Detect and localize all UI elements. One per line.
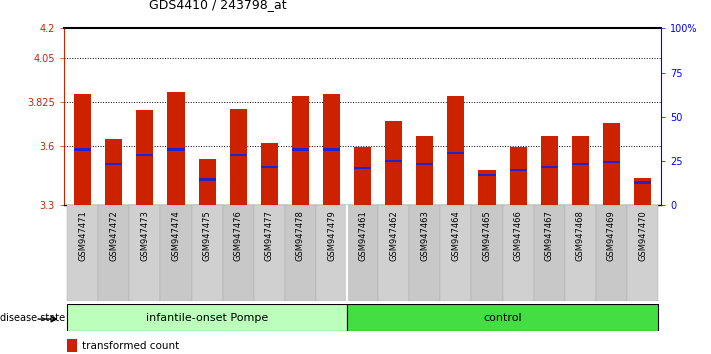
Bar — [378, 205, 410, 301]
Text: GSM947469: GSM947469 — [607, 210, 616, 261]
Bar — [596, 205, 627, 301]
Bar — [440, 205, 471, 301]
Bar — [634, 181, 651, 184]
Bar — [261, 166, 278, 168]
Bar — [105, 163, 122, 165]
Text: GSM947476: GSM947476 — [234, 210, 242, 261]
Bar — [347, 304, 658, 331]
Bar — [230, 154, 247, 156]
Text: GSM947472: GSM947472 — [109, 210, 118, 261]
Bar — [67, 205, 98, 301]
Bar — [292, 96, 309, 205]
Text: GSM947467: GSM947467 — [545, 210, 554, 261]
Bar — [74, 148, 91, 150]
Bar — [603, 123, 620, 205]
Bar — [223, 205, 254, 301]
Bar — [510, 169, 527, 171]
Bar — [510, 147, 527, 205]
Bar — [503, 205, 534, 301]
Text: infantile-onset Pompe: infantile-onset Pompe — [146, 313, 268, 323]
Bar — [565, 205, 596, 301]
Text: GSM947465: GSM947465 — [483, 210, 491, 261]
Bar — [385, 121, 402, 205]
Bar — [137, 110, 154, 205]
Text: GSM947464: GSM947464 — [451, 210, 461, 261]
Bar — [447, 96, 464, 205]
Bar — [292, 148, 309, 150]
Bar — [105, 139, 122, 205]
Bar — [447, 152, 464, 154]
Bar — [67, 339, 77, 352]
Bar — [261, 143, 278, 205]
Bar — [416, 136, 434, 205]
Bar — [634, 178, 651, 205]
Text: GSM947470: GSM947470 — [638, 210, 647, 261]
Bar — [191, 205, 223, 301]
Bar — [534, 205, 565, 301]
Bar — [385, 160, 402, 162]
Bar — [167, 92, 185, 205]
Bar — [354, 147, 371, 205]
Text: GDS4410 / 243798_at: GDS4410 / 243798_at — [149, 0, 287, 11]
Bar — [540, 136, 558, 205]
Text: GSM947474: GSM947474 — [171, 210, 181, 261]
Text: GSM947461: GSM947461 — [358, 210, 367, 261]
Bar — [167, 148, 185, 150]
Text: disease state: disease state — [0, 313, 65, 323]
Text: GSM947463: GSM947463 — [420, 210, 429, 261]
Bar — [416, 163, 434, 165]
Bar — [161, 205, 191, 301]
Bar — [74, 94, 91, 205]
Bar — [479, 173, 496, 176]
Bar — [285, 205, 316, 301]
Bar — [254, 205, 285, 301]
Bar — [572, 136, 589, 205]
Bar — [230, 109, 247, 205]
Bar — [627, 205, 658, 301]
Bar — [129, 205, 161, 301]
Bar — [198, 159, 215, 205]
Bar — [316, 205, 347, 301]
Bar — [323, 148, 340, 150]
Bar — [354, 167, 371, 169]
Text: GSM947473: GSM947473 — [140, 210, 149, 261]
Text: GSM947466: GSM947466 — [513, 210, 523, 261]
Bar — [572, 163, 589, 165]
Bar — [471, 205, 503, 301]
Text: control: control — [483, 313, 522, 323]
Bar — [347, 205, 378, 301]
Bar — [67, 304, 347, 331]
Bar — [98, 205, 129, 301]
Bar — [540, 166, 558, 168]
Text: GSM947471: GSM947471 — [78, 210, 87, 261]
Text: GSM947475: GSM947475 — [203, 210, 212, 261]
Text: GSM947479: GSM947479 — [327, 210, 336, 261]
Text: GSM947478: GSM947478 — [296, 210, 305, 261]
Bar — [323, 94, 340, 205]
Bar — [603, 161, 620, 163]
Bar — [479, 170, 496, 205]
Text: GSM947477: GSM947477 — [264, 210, 274, 261]
Text: GSM947468: GSM947468 — [576, 210, 585, 261]
Text: GSM947462: GSM947462 — [389, 210, 398, 261]
Bar — [410, 205, 440, 301]
Text: transformed count: transformed count — [82, 341, 179, 350]
Bar — [198, 178, 215, 181]
Bar — [137, 154, 154, 156]
